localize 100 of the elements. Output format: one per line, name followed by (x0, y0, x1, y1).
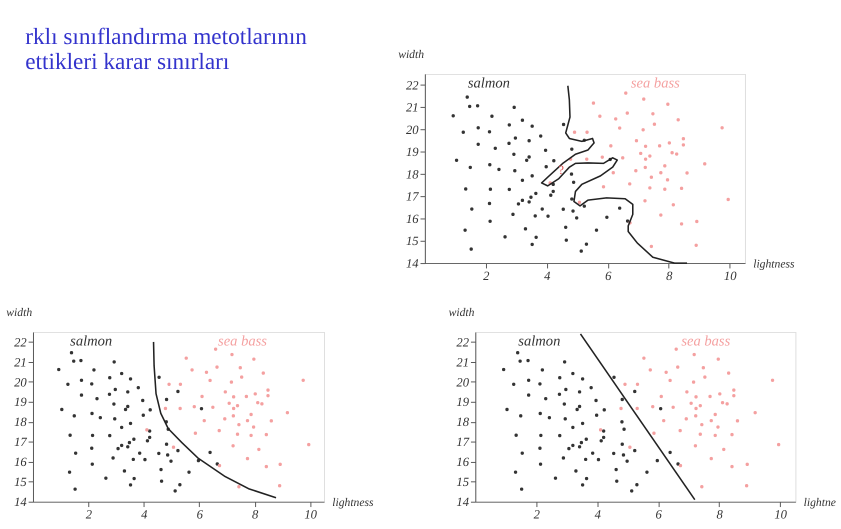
point (307, 442, 310, 446)
point (208, 378, 212, 382)
point (695, 220, 698, 224)
point (736, 419, 740, 423)
point (266, 394, 270, 398)
point (698, 432, 702, 436)
y-tick-label: 15 (456, 475, 469, 490)
y-tick-label: 14 (14, 495, 28, 510)
x-tick-label: 2 (483, 269, 490, 284)
point (252, 425, 256, 429)
y-tick-label: 18 (406, 167, 420, 182)
point (609, 144, 613, 148)
point (776, 442, 780, 446)
point (652, 122, 656, 126)
x-tick-label: 4 (141, 508, 148, 522)
point (642, 356, 646, 360)
point (244, 394, 248, 398)
y-tick-label: 16 (456, 455, 470, 470)
point (592, 101, 596, 105)
point (256, 400, 260, 404)
point (232, 395, 236, 399)
y-tick-label: 15 (406, 234, 419, 248)
y-tick-label: 17 (14, 435, 28, 450)
point (694, 406, 698, 410)
point (770, 378, 774, 382)
point (249, 412, 253, 416)
y-tick-label: 16 (14, 455, 28, 470)
y-axis-title: width (6, 306, 32, 319)
point (172, 446, 176, 449)
point (585, 157, 588, 161)
point (710, 456, 713, 460)
point (643, 199, 647, 202)
point (264, 464, 268, 468)
point (254, 392, 257, 396)
point (685, 390, 689, 394)
y-tick-label: 20 (14, 375, 28, 390)
point (700, 485, 704, 488)
point (278, 462, 282, 466)
point (194, 432, 198, 435)
point (270, 419, 274, 423)
point (651, 112, 655, 116)
point (720, 400, 724, 404)
point (672, 203, 676, 206)
point (694, 244, 698, 247)
point (178, 382, 182, 386)
point (237, 485, 241, 488)
x-tick-label: 2 (534, 508, 541, 522)
x-tick-label: 8 (716, 508, 724, 522)
x-tick-label: 10 (304, 508, 318, 522)
point (694, 444, 698, 448)
series-label: sea bass (218, 334, 268, 350)
point (671, 406, 675, 409)
y-tick-label: 19 (14, 395, 28, 410)
point (652, 432, 656, 435)
point (636, 382, 640, 386)
point (644, 157, 648, 161)
point (578, 200, 582, 204)
y-tick-label: 17 (456, 435, 470, 450)
point (240, 375, 244, 379)
y-tick-label: 15 (14, 475, 27, 490)
point (692, 380, 696, 384)
point (232, 406, 236, 410)
point (651, 404, 654, 408)
series-label: salmon (468, 76, 510, 92)
x-tick-label: 4 (544, 269, 552, 284)
point (572, 130, 576, 134)
point (145, 428, 149, 432)
point (668, 141, 672, 145)
point (685, 171, 689, 175)
point (624, 91, 628, 95)
point (684, 417, 688, 421)
point (644, 166, 647, 170)
point (634, 139, 638, 142)
point (703, 375, 707, 379)
point (236, 404, 240, 408)
point (264, 432, 268, 436)
point (204, 370, 208, 374)
point (621, 156, 624, 160)
point (746, 462, 749, 466)
y-tick-label: 22 (456, 335, 470, 350)
point (224, 390, 227, 394)
point (663, 164, 666, 168)
y-tick-label: 19 (406, 145, 420, 160)
point (614, 117, 618, 121)
point (744, 484, 748, 488)
point (689, 402, 693, 405)
y-tick-label: 21 (456, 355, 469, 370)
point (192, 404, 196, 408)
point (211, 406, 215, 409)
point (730, 432, 734, 436)
point (666, 178, 670, 182)
text: rklı sınıflandırma metotlarının ettikleri karar sınırları (25, 24, 308, 76)
point (725, 402, 729, 406)
point (623, 382, 627, 386)
point (600, 155, 604, 159)
point (648, 186, 652, 190)
point (720, 126, 724, 130)
point (231, 444, 235, 448)
point (641, 128, 645, 132)
point (726, 371, 730, 375)
